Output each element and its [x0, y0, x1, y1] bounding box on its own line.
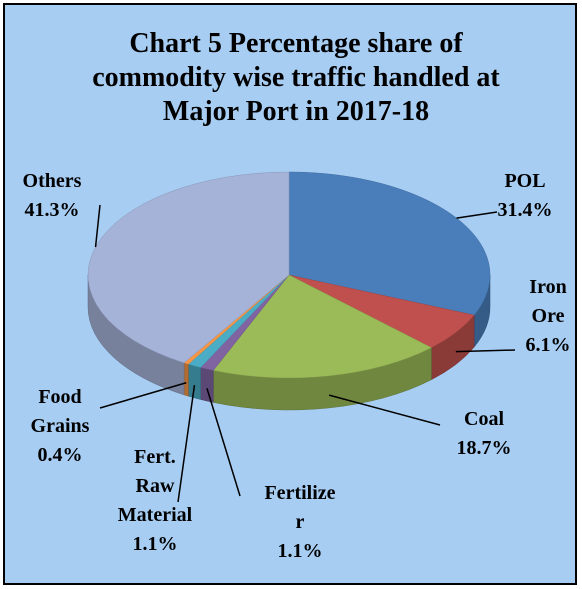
- leader-line: [456, 211, 498, 219]
- value-label: 1.1%: [133, 533, 178, 555]
- category-line: Fertilize: [264, 482, 335, 504]
- category-label: Iron Ore: [529, 276, 566, 327]
- chart-title: Chart 5 Percentage share of commodity wi…: [92, 28, 500, 127]
- category-line: Raw: [136, 475, 175, 497]
- value-label: 18.7%: [457, 437, 512, 459]
- category-line: Others: [23, 170, 82, 192]
- pie-slice: [87, 171, 290, 396]
- value-label: 6.1%: [526, 334, 571, 356]
- category-line: Coal: [464, 408, 504, 430]
- slice-label: Food Grains 0.4%: [31, 386, 90, 466]
- leader-line: [177, 384, 196, 503]
- leader-line: [328, 394, 441, 426]
- slice-side: [200, 367, 214, 403]
- value-label: 0.4%: [38, 444, 83, 466]
- category-label: Others: [23, 170, 82, 192]
- category-line: Iron: [529, 276, 566, 298]
- value-label: 1.1%: [278, 540, 323, 562]
- category-line: Material: [118, 504, 193, 526]
- leader-line: [206, 388, 241, 497]
- leader-line: [455, 349, 516, 353]
- category-label: Food Grains: [31, 386, 90, 437]
- slice-label: Fert. Raw Material 1.1%: [118, 446, 193, 555]
- pie-slice: [288, 171, 491, 348]
- slice-label: Iron Ore 6.1%: [526, 276, 571, 356]
- value-label: 41.3%: [25, 199, 80, 221]
- leader-line: [94, 204, 101, 248]
- category-line: Ore: [532, 305, 565, 327]
- category-line: POL: [504, 170, 545, 192]
- category-label: Fertilize r: [264, 482, 335, 533]
- slice-top: [212, 274, 433, 379]
- slice-label: POL 31.4%: [498, 170, 553, 221]
- category-label: POL: [504, 170, 545, 192]
- category-line: Fert.: [134, 446, 176, 468]
- category-line: Food: [38, 386, 81, 408]
- category-line: Grains: [31, 415, 90, 437]
- leader-line: [99, 381, 187, 409]
- category-label: Fert. Raw Material: [118, 446, 193, 526]
- category-line: r: [296, 511, 305, 533]
- slice-top: [87, 171, 290, 364]
- slice-label: Coal 18.7%: [457, 408, 512, 459]
- slice-label: Others 41.3%: [23, 170, 82, 221]
- slice-label: Fertilize r 1.1%: [264, 482, 335, 562]
- category-label: Coal: [464, 408, 504, 430]
- slice-side: [188, 363, 201, 400]
- slice-side: [183, 362, 189, 397]
- value-label: 31.4%: [498, 199, 553, 221]
